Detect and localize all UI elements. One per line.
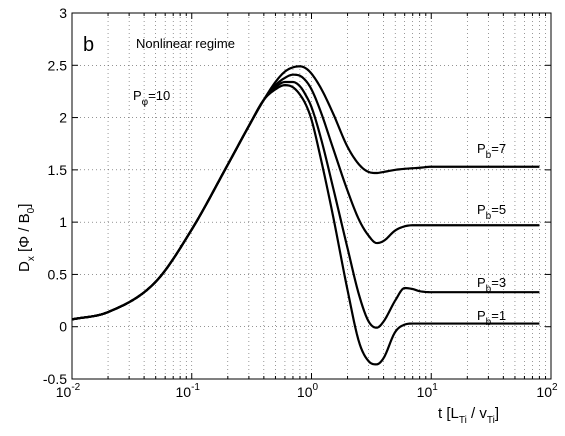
- x-tick-label-base: 10: [297, 384, 313, 400]
- series-label-pb7-value: =7: [491, 141, 506, 156]
- y-tick-label: 2: [59, 110, 67, 126]
- x-tick-label-exponent: 0: [313, 382, 319, 393]
- series-label-pb3: Pb=3: [477, 275, 506, 295]
- series-label-pb3-value: =3: [491, 275, 506, 290]
- x-axis-label-close: ]: [495, 405, 499, 422]
- y-tick-label: 2.5: [48, 57, 68, 73]
- panel-letter: b: [83, 34, 94, 56]
- x-tick-label: 100: [297, 382, 319, 400]
- series-label-pb7-main: P: [477, 141, 486, 156]
- x-tick-label-exponent: -2: [71, 382, 80, 393]
- series-label-pb1-main: P: [477, 308, 486, 323]
- series-label-pb3-main: P: [477, 275, 486, 290]
- param-note-main: P: [133, 88, 142, 103]
- x-axis-label-mid: / v: [467, 405, 488, 422]
- ticks: [71, 12, 551, 380]
- series-label-pb7: Pb=7: [477, 141, 506, 161]
- x-tick-label: 10-1: [176, 382, 201, 400]
- x-axis-label: t [LTi / vTi]: [438, 405, 499, 426]
- param-note-value: =10: [148, 88, 170, 103]
- series-label-pb5-value: =5: [491, 202, 506, 217]
- y-axis-label-main: D: [16, 261, 33, 272]
- y-tick-label: 1: [59, 214, 67, 230]
- series-label-pb1-value: =1: [491, 308, 506, 323]
- x-tick-label-exponent: 2: [552, 382, 558, 393]
- x-axis-label-main: t [L: [438, 405, 459, 422]
- x-tick-label: 101: [417, 382, 439, 400]
- series-line-pb1: [71, 84, 540, 366]
- param-note-sub: φ: [142, 97, 149, 108]
- chart-title: Nonlinear regime: [136, 36, 235, 51]
- x-tick-label-base: 10: [56, 384, 72, 400]
- x-axis-label-sub2: Ti: [487, 415, 495, 426]
- series-group: [71, 65, 540, 366]
- x-tick-label-base: 10: [176, 384, 192, 400]
- y-axis-label-close: ]: [16, 204, 33, 208]
- x-tick-label-exponent: -1: [191, 382, 200, 393]
- x-tick-label: 10-2: [56, 382, 81, 400]
- series-label-pb5: Pb=5: [477, 202, 506, 222]
- x-axis-label-sub1: Ti: [459, 415, 467, 426]
- y-tick-label: 0.5: [48, 266, 68, 282]
- y-axis-label-sub1: x: [26, 256, 37, 261]
- x-tick-label-base: 10: [536, 384, 552, 400]
- series-label-pb5-main: P: [477, 202, 486, 217]
- y-tick-label: 3: [59, 5, 67, 21]
- y-tick-label: -0.5: [43, 371, 67, 387]
- y-tick-label: 0: [59, 319, 67, 335]
- series-label-pb1-sub: b: [486, 317, 492, 328]
- x-tick-label-base: 10: [417, 384, 433, 400]
- y-tick-label: 1.5: [48, 162, 68, 178]
- param-note: Pφ=10: [133, 88, 170, 108]
- x-tick-labels: 10-2 10-1 100 101 102: [56, 382, 558, 400]
- series-label-pb7-sub: b: [486, 150, 492, 161]
- series-label-pb1: Pb=1: [477, 308, 506, 328]
- series-label-pb3-sub: b: [486, 284, 492, 295]
- y-axis-label-sub2: 0: [26, 207, 37, 213]
- x-tick-label-exponent: 1: [432, 382, 438, 393]
- y-tick-labels: -0.5 0 0.5 1 1.5 2 2.5 3: [43, 5, 67, 387]
- x-tick-label: 102: [536, 382, 558, 400]
- y-axis-label: Dx [Φ / B0]: [16, 204, 37, 272]
- series-label-pb5-sub: b: [486, 211, 492, 222]
- y-axis-label-mid: [Φ / B: [16, 213, 33, 256]
